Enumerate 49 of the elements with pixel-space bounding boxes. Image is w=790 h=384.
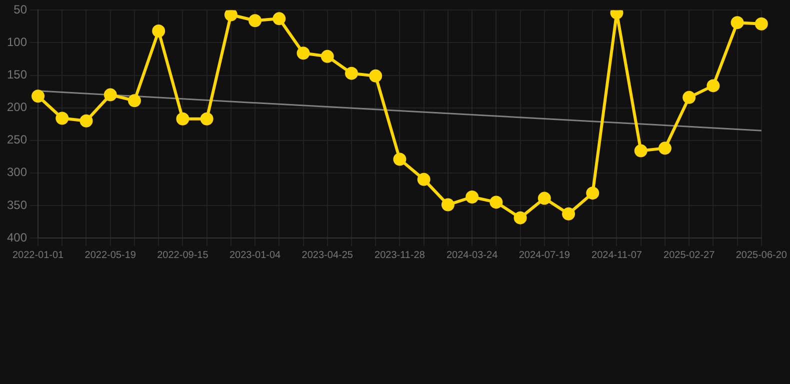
x-tick-label: 2024-03-24: [446, 250, 498, 261]
point: [176, 112, 190, 126]
x-tick-label: 2022-05-19: [84, 250, 136, 261]
point: [224, 10, 238, 22]
x-tick-label: 2023-11-28: [374, 250, 426, 261]
x-tick-label: 2022-01-01: [12, 250, 64, 261]
point: [514, 211, 527, 224]
point: [320, 50, 334, 63]
x-tick-label: 2022-09-15: [157, 250, 209, 261]
point: [104, 88, 117, 102]
point: [634, 144, 648, 158]
point: [490, 196, 503, 209]
point: [128, 94, 141, 108]
point: [682, 90, 696, 104]
point: [32, 90, 45, 103]
x-tick-label: 2024-07-19: [518, 250, 570, 261]
y-tick-label: 400: [6, 230, 28, 244]
point: [441, 198, 454, 212]
point: [369, 69, 382, 82]
point: [80, 114, 93, 128]
x-tick-label: 2023-04-25: [302, 250, 354, 261]
point: [296, 46, 310, 60]
y-tick-label: 300: [6, 165, 28, 180]
x-tick-label: 2025-06-20: [736, 250, 788, 261]
y-tick-label: 350: [6, 198, 28, 212]
x-tick-label: 2024-11-07: [592, 250, 642, 261]
y-tick-label: 200: [6, 100, 28, 114]
point: [658, 142, 672, 155]
point: [152, 24, 166, 38]
point: [272, 12, 286, 26]
point: [466, 190, 479, 204]
point: [562, 207, 576, 220]
point: [417, 172, 430, 186]
point: [538, 192, 551, 205]
y-tick-label: 50: [14, 2, 28, 17]
y-tick-label: 150: [6, 68, 28, 82]
point: [248, 14, 262, 28]
y-tick-label: 250: [6, 132, 28, 147]
y-tick-label: 100: [6, 35, 28, 50]
x-tick-label: 2023-01-04: [229, 250, 282, 261]
point: [754, 17, 768, 30]
point: [200, 112, 214, 126]
point: [393, 152, 406, 166]
point: [56, 112, 69, 125]
point: [344, 66, 358, 80]
x-tick-label: 2025-02-27: [664, 250, 716, 261]
point: [706, 79, 720, 92]
point: [730, 16, 744, 30]
point: [586, 186, 600, 200]
